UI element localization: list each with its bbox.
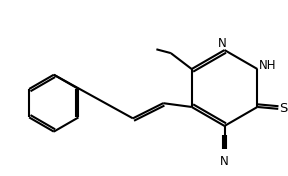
Text: NH: NH: [259, 59, 277, 72]
Text: N: N: [220, 155, 229, 168]
Text: N: N: [218, 37, 227, 50]
Text: S: S: [279, 102, 288, 115]
